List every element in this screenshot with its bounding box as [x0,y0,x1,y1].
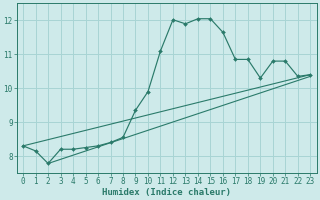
X-axis label: Humidex (Indice chaleur): Humidex (Indice chaleur) [102,188,231,197]
